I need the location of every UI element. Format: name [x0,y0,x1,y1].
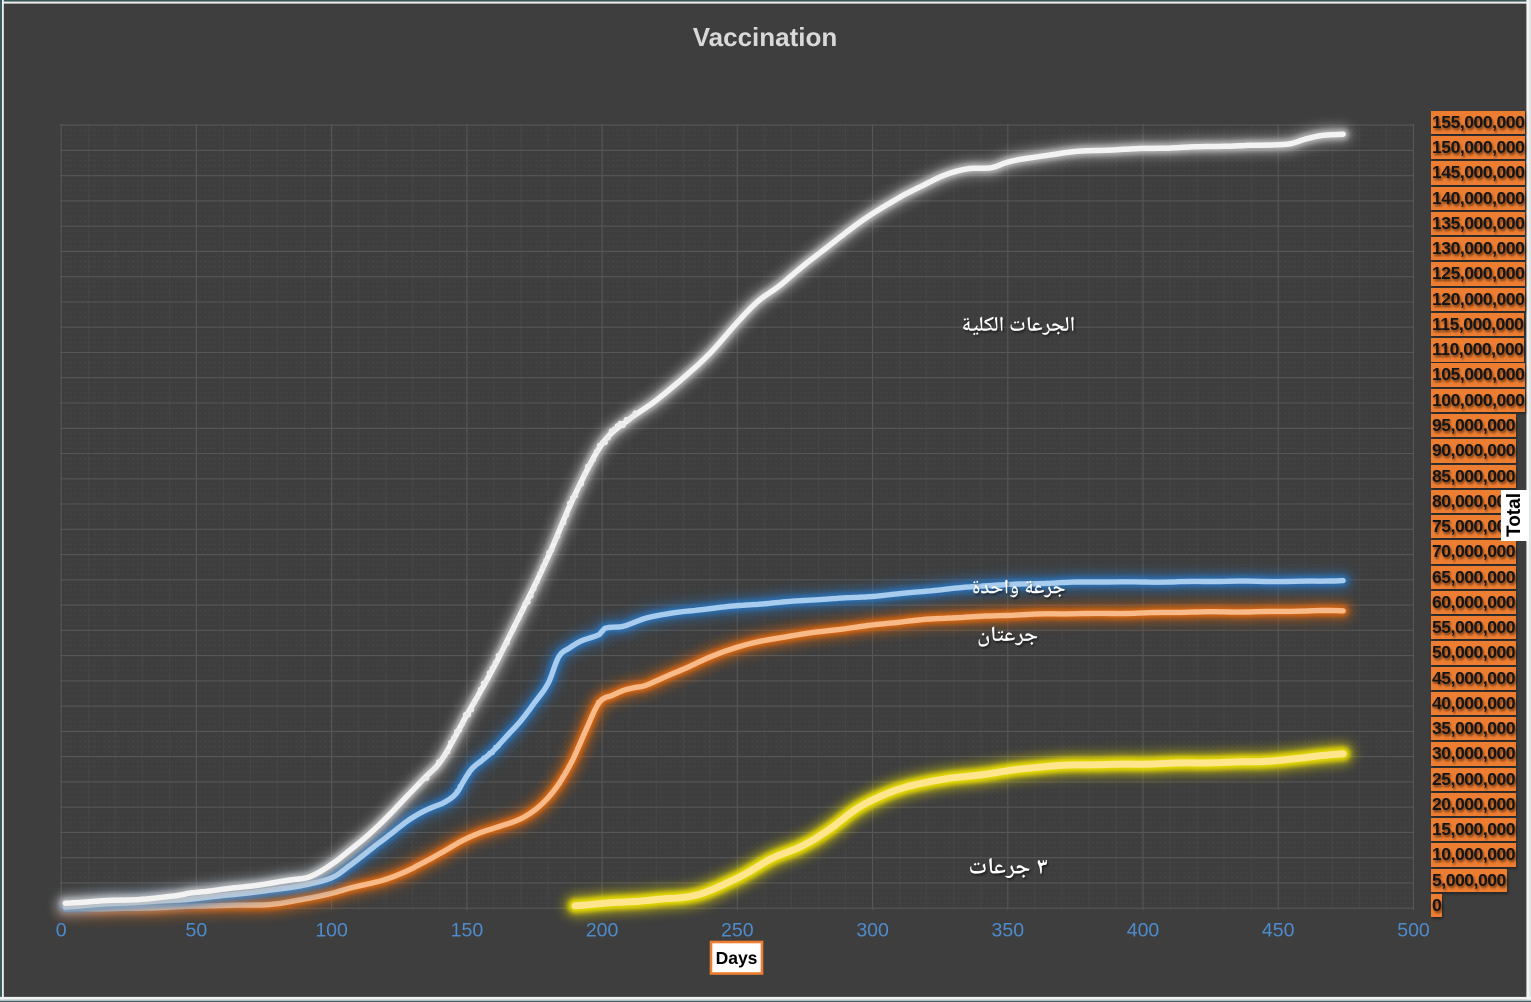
svg-text:200: 200 [586,920,619,942]
svg-text:50: 50 [186,920,208,942]
svg-text:0: 0 [56,920,67,942]
svg-text:400: 400 [1127,920,1160,942]
svg-text:500: 500 [1397,920,1430,942]
svg-text:350: 350 [992,920,1025,942]
svg-text:250: 250 [721,920,754,942]
svg-text:Days: Days [716,948,758,968]
svg-text:150: 150 [451,920,484,942]
svg-text:100: 100 [315,920,348,942]
svg-text:450: 450 [1262,920,1295,942]
svg-text:300: 300 [856,920,889,942]
svg-text:Vaccination: Vaccination [693,22,838,52]
